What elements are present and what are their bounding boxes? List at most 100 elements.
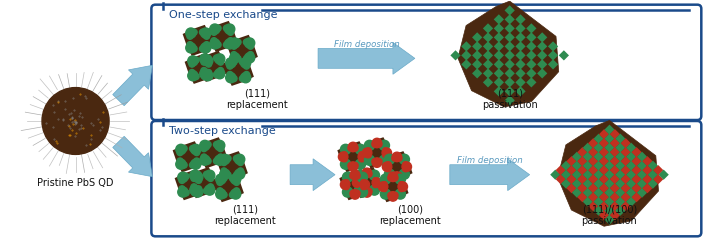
- Circle shape: [235, 39, 241, 45]
- Circle shape: [378, 141, 384, 147]
- Circle shape: [193, 57, 199, 63]
- Circle shape: [213, 158, 220, 164]
- Circle shape: [388, 172, 398, 181]
- Circle shape: [211, 38, 217, 44]
- Circle shape: [402, 168, 408, 174]
- Polygon shape: [610, 156, 620, 166]
- Circle shape: [365, 148, 371, 153]
- Polygon shape: [505, 14, 515, 25]
- Polygon shape: [621, 183, 631, 193]
- Polygon shape: [577, 165, 588, 175]
- Circle shape: [191, 175, 197, 181]
- Circle shape: [377, 159, 382, 164]
- Circle shape: [206, 69, 212, 76]
- Polygon shape: [621, 165, 631, 175]
- Circle shape: [358, 149, 365, 156]
- Circle shape: [372, 138, 382, 148]
- Polygon shape: [648, 161, 658, 171]
- Polygon shape: [621, 174, 631, 184]
- Circle shape: [248, 43, 253, 49]
- Circle shape: [191, 46, 197, 52]
- Polygon shape: [658, 170, 669, 180]
- Circle shape: [393, 175, 398, 181]
- Circle shape: [382, 154, 389, 160]
- Polygon shape: [604, 143, 615, 153]
- Circle shape: [392, 173, 397, 178]
- Circle shape: [386, 162, 391, 167]
- Circle shape: [386, 166, 391, 172]
- Polygon shape: [184, 53, 216, 84]
- Polygon shape: [642, 183, 653, 193]
- Circle shape: [359, 152, 364, 157]
- Polygon shape: [604, 197, 615, 207]
- Polygon shape: [483, 50, 493, 60]
- Polygon shape: [175, 169, 206, 200]
- Circle shape: [377, 142, 382, 147]
- Circle shape: [398, 186, 404, 192]
- Circle shape: [356, 159, 365, 169]
- Circle shape: [392, 155, 397, 161]
- Circle shape: [348, 146, 353, 151]
- Polygon shape: [593, 197, 604, 207]
- Polygon shape: [505, 95, 515, 106]
- Polygon shape: [593, 161, 604, 171]
- Circle shape: [382, 146, 389, 152]
- Polygon shape: [615, 143, 625, 153]
- Circle shape: [215, 189, 226, 199]
- Polygon shape: [494, 50, 504, 60]
- Circle shape: [178, 187, 188, 197]
- Circle shape: [227, 38, 234, 44]
- Circle shape: [341, 159, 351, 169]
- Circle shape: [378, 182, 388, 191]
- Polygon shape: [559, 50, 569, 60]
- Circle shape: [231, 174, 241, 184]
- Polygon shape: [494, 59, 504, 69]
- Circle shape: [382, 179, 388, 185]
- Circle shape: [191, 190, 198, 196]
- Polygon shape: [637, 187, 647, 198]
- Polygon shape: [577, 183, 588, 193]
- Circle shape: [344, 186, 350, 192]
- Polygon shape: [588, 183, 598, 193]
- Circle shape: [201, 43, 210, 53]
- Polygon shape: [172, 141, 204, 172]
- Circle shape: [217, 188, 223, 194]
- Polygon shape: [588, 192, 598, 202]
- Circle shape: [215, 54, 225, 64]
- Circle shape: [205, 141, 211, 147]
- Polygon shape: [615, 187, 625, 198]
- Polygon shape: [593, 206, 604, 216]
- Polygon shape: [599, 156, 609, 166]
- Polygon shape: [483, 23, 493, 33]
- Circle shape: [356, 178, 361, 183]
- Polygon shape: [290, 159, 335, 191]
- Circle shape: [354, 185, 365, 195]
- Circle shape: [248, 52, 253, 58]
- Circle shape: [201, 28, 210, 38]
- Circle shape: [341, 149, 348, 156]
- Circle shape: [206, 61, 212, 67]
- Circle shape: [201, 74, 208, 80]
- Polygon shape: [637, 170, 647, 180]
- Circle shape: [213, 55, 220, 61]
- Polygon shape: [567, 174, 577, 184]
- Circle shape: [244, 39, 249, 45]
- Polygon shape: [593, 170, 604, 180]
- Polygon shape: [610, 192, 620, 202]
- Circle shape: [370, 185, 379, 195]
- Polygon shape: [599, 183, 609, 193]
- Polygon shape: [483, 41, 493, 52]
- Polygon shape: [615, 134, 625, 144]
- Circle shape: [365, 154, 372, 160]
- Circle shape: [189, 61, 195, 67]
- Circle shape: [199, 29, 206, 35]
- Polygon shape: [588, 138, 598, 148]
- Polygon shape: [599, 192, 609, 202]
- Polygon shape: [572, 161, 582, 171]
- Polygon shape: [527, 68, 536, 79]
- Circle shape: [221, 168, 227, 174]
- Polygon shape: [505, 77, 515, 87]
- Polygon shape: [583, 161, 593, 171]
- Polygon shape: [472, 41, 482, 52]
- Circle shape: [368, 171, 375, 177]
